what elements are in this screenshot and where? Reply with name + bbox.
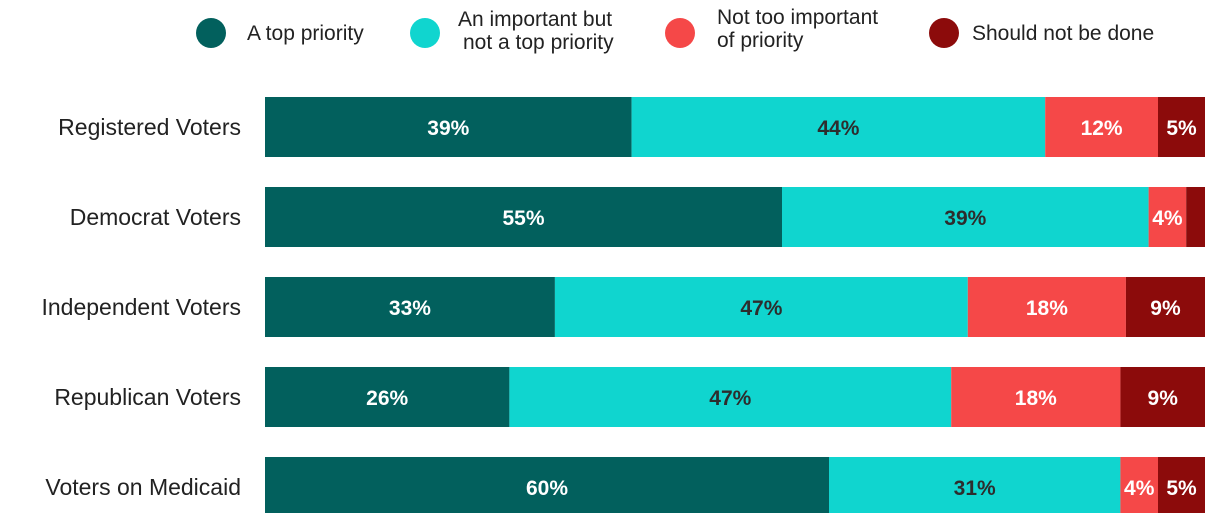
data-label: 55% xyxy=(502,207,544,230)
legend-label-top-priority: A top priority xyxy=(247,22,364,45)
data-label: 9% xyxy=(1150,297,1181,320)
legend-swatch-important xyxy=(410,18,440,48)
legend-label-should-not-be-done: Should not be done xyxy=(972,22,1155,45)
data-label: 9% xyxy=(1148,387,1179,410)
bar-segment xyxy=(1125,277,1205,337)
bar-segment xyxy=(265,97,632,157)
bar-segment xyxy=(1158,97,1205,157)
data-label: 44% xyxy=(817,117,859,140)
bar-segment xyxy=(265,187,782,247)
bar-segment xyxy=(1120,457,1158,513)
bar-segment xyxy=(782,187,1149,247)
bar-segment xyxy=(1148,187,1187,247)
legend-label-not-too-important: Not too important of priority xyxy=(717,6,879,52)
bar-segment xyxy=(265,367,510,427)
bar-segment xyxy=(1120,367,1205,427)
bar-segment xyxy=(951,367,1121,427)
data-label: 60% xyxy=(526,477,568,500)
data-label: 47% xyxy=(740,297,782,320)
data-label: 4% xyxy=(1124,477,1155,500)
bar-segment xyxy=(554,277,968,337)
bar-segment xyxy=(265,457,829,513)
bar-segment xyxy=(509,367,952,427)
data-label: 5% xyxy=(1166,477,1197,500)
data-label: 31% xyxy=(954,477,996,500)
data-label: 5% xyxy=(1166,117,1197,140)
data-label: 39% xyxy=(427,117,469,140)
data-label: 26% xyxy=(366,387,408,410)
category-label: Democrat Voters xyxy=(70,204,241,230)
bar-segment xyxy=(1186,187,1205,247)
data-label: 18% xyxy=(1026,297,1068,320)
legend-swatch-top-priority xyxy=(196,18,226,48)
bar-segment xyxy=(829,457,1121,513)
data-label: 39% xyxy=(944,207,986,230)
data-label: 12% xyxy=(1081,117,1123,140)
category-label: Republican Voters xyxy=(54,384,241,410)
bar-segment xyxy=(631,97,1046,157)
category-label: Voters on Medicaid xyxy=(45,474,241,500)
bar-segment xyxy=(1045,97,1158,157)
category-label: Registered Voters xyxy=(58,114,241,140)
bar-segment xyxy=(967,277,1126,337)
bar-segment xyxy=(1158,457,1205,513)
legend-swatch-not-too-important xyxy=(665,18,695,48)
category-label: Independent Voters xyxy=(42,294,242,320)
bar-segment xyxy=(265,277,555,337)
data-label: 4% xyxy=(1152,207,1183,230)
data-label: 47% xyxy=(709,387,751,410)
data-label: 33% xyxy=(389,297,431,320)
legend-label-important: An important but not a top priority xyxy=(458,8,614,54)
data-label: 18% xyxy=(1015,387,1057,410)
legend-swatch-should-not-be-done xyxy=(929,18,959,48)
